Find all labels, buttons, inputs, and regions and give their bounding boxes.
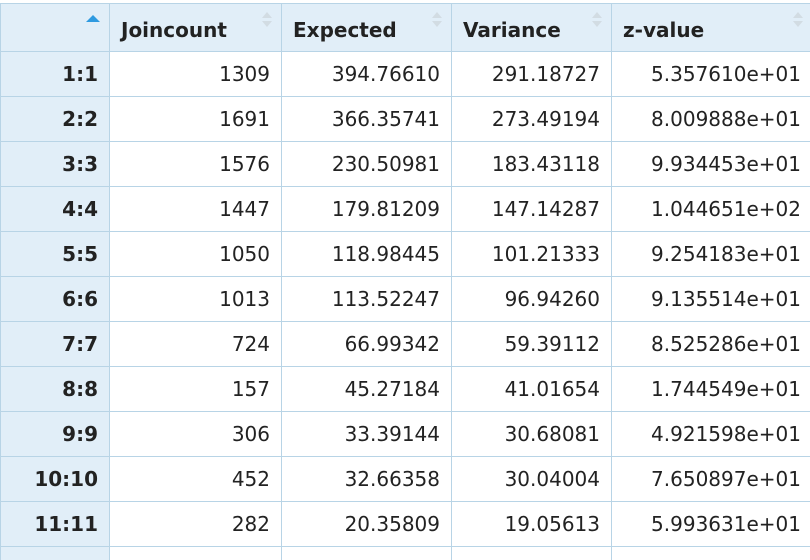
table-row-partial: [0, 546, 810, 560]
z-value-cell: 9.135514e+01: [611, 276, 810, 322]
variance-cell: 147.14287: [451, 186, 612, 232]
variance-cell: 273.49194: [451, 96, 612, 142]
table-row: 4:4 1447 179.81209 147.14287 1.044651e+0…: [0, 186, 810, 232]
variance-cell: 19.05613: [451, 501, 612, 547]
table-row: 2:2 1691 366.35741 273.49194 8.009888e+0…: [0, 96, 810, 142]
sort-both-arrows-icon[interactable]: [793, 12, 803, 28]
row-name-cell: 7:7: [0, 321, 110, 367]
sort-both-arrows-icon[interactable]: [592, 12, 602, 28]
header-row: Joincount Expected Variance z-value: [0, 3, 810, 52]
variance-cell: 30.04004: [451, 456, 612, 502]
joincount-cell: 1309: [109, 51, 282, 97]
z-value-cell: 1.044651e+02: [611, 186, 810, 232]
row-name-cell: 5:5: [0, 231, 110, 277]
row-name-cell: 2:2: [0, 96, 110, 142]
joincount-cell: 724: [109, 321, 282, 367]
column-header-z-value[interactable]: z-value: [611, 3, 810, 52]
column-header-label: Expected: [293, 17, 397, 42]
joincount-cell: 1691: [109, 96, 282, 142]
z-value-cell: 5.993631e+01: [611, 501, 810, 547]
z-value-cell: 9.934453e+01: [611, 141, 810, 187]
row-name-cell: 4:4: [0, 186, 110, 232]
row-name-cell: 1:1: [0, 51, 110, 97]
joincount-cell: 282: [109, 501, 282, 547]
sort-both-arrows-icon[interactable]: [432, 12, 442, 28]
z-value-cell: 8.009888e+01: [611, 96, 810, 142]
table-row: 8:8 157 45.27184 41.01654 1.744549e+01: [0, 366, 810, 412]
expected-cell: 113.52247: [281, 276, 452, 322]
joincount-cell: 1013: [109, 276, 282, 322]
expected-cell: 366.35741: [281, 96, 452, 142]
expected-cell: 179.81209: [281, 186, 452, 232]
row-name-cell: 11:11: [0, 501, 110, 547]
table-row: 9:9 306 33.39144 30.68081 4.921598e+01: [0, 411, 810, 457]
variance-cell: 96.94260: [451, 276, 612, 322]
column-header-expected[interactable]: Expected: [281, 3, 452, 52]
expected-cell: 45.27184: [281, 366, 452, 412]
joincount-cell: 157: [109, 366, 282, 412]
joincount-cell: 306: [109, 411, 282, 457]
table-row: 1:1 1309 394.76610 291.18727 5.357610e+0…: [0, 51, 810, 97]
z-value-cell: 4.921598e+01: [611, 411, 810, 457]
table-row: 10:10 452 32.66358 30.04004 7.650897e+01: [0, 456, 810, 502]
expected-cell: 33.39144: [281, 411, 452, 457]
table-row: 7:7 724 66.99342 59.39112 8.525286e+01: [0, 321, 810, 367]
sort-ascending-arrow-icon[interactable]: [86, 15, 100, 22]
row-name-cell: 10:10: [0, 456, 110, 502]
variance-cell: 291.18727: [451, 51, 612, 97]
column-header-label: z-value: [623, 17, 705, 42]
column-header-variance[interactable]: Variance: [451, 3, 612, 52]
variance-cell: 41.01654: [451, 366, 612, 412]
joincount-cell: 1050: [109, 231, 282, 277]
expected-cell: 32.66358: [281, 456, 452, 502]
z-value-cell: 9.254183e+01: [611, 231, 810, 277]
table-row: 11:11 282 20.35809 19.05613 5.993631e+01: [0, 501, 810, 547]
expected-cell: 20.35809: [281, 501, 452, 547]
variance-cell: 183.43118: [451, 141, 612, 187]
joincount-cell: 1447: [109, 186, 282, 232]
joincount-cell: 1576: [109, 141, 282, 187]
column-header-label: Variance: [463, 17, 561, 42]
variance-cell: 59.39112: [451, 321, 612, 367]
expected-cell: 118.98445: [281, 231, 452, 277]
variance-cell: 101.21333: [451, 231, 612, 277]
column-header-rownames[interactable]: [0, 3, 110, 52]
column-header-label: Joincount: [121, 17, 227, 42]
variance-cell: 30.68081: [451, 411, 612, 457]
expected-cell: 394.76610: [281, 51, 452, 97]
row-name-cell: 8:8: [0, 366, 110, 412]
table-row: 5:5 1050 118.98445 101.21333 9.254183e+0…: [0, 231, 810, 277]
sort-both-arrows-icon[interactable]: [262, 12, 272, 28]
results-table: Joincount Expected Variance z-value: [0, 3, 810, 560]
table-row: 3:3 1576 230.50981 183.43118 9.934453e+0…: [0, 141, 810, 187]
row-name-cell: 3:3: [0, 141, 110, 187]
z-value-cell: 5.357610e+01: [611, 51, 810, 97]
z-value-cell: 7.650897e+01: [611, 456, 810, 502]
expected-cell: 230.50981: [281, 141, 452, 187]
column-header-joincount[interactable]: Joincount: [109, 3, 282, 52]
expected-cell: 66.99342: [281, 321, 452, 367]
z-value-cell: 8.525286e+01: [611, 321, 810, 367]
z-value-cell: 1.744549e+01: [611, 366, 810, 412]
table-row: 6:6 1013 113.52247 96.94260 9.135514e+01: [0, 276, 810, 322]
joincount-cell: 452: [109, 456, 282, 502]
row-name-cell: 6:6: [0, 276, 110, 322]
row-name-cell: 9:9: [0, 411, 110, 457]
